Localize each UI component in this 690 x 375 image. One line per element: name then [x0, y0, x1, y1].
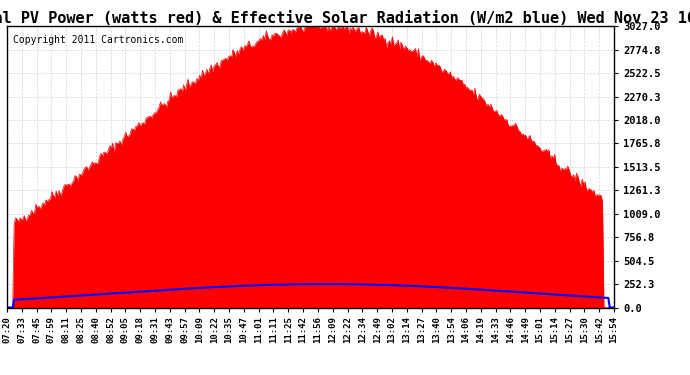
Text: Total PV Power (watts red) & Effective Solar Radiation (W/m2 blue) Wed Nov 23 16: Total PV Power (watts red) & Effective S… [0, 11, 690, 26]
Text: Copyright 2011 Cartronics.com: Copyright 2011 Cartronics.com [13, 35, 184, 45]
